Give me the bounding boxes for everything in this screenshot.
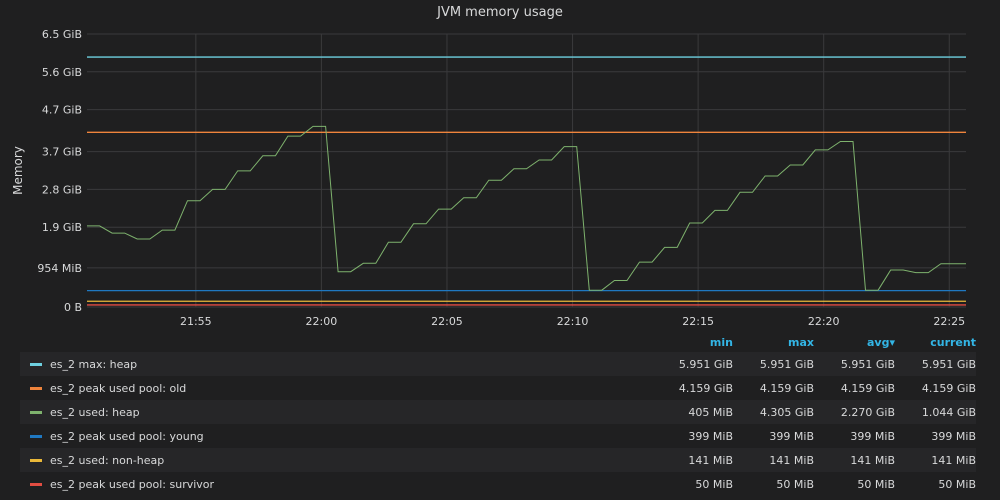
legend-series-label: es_2 peak used pool: young	[50, 429, 204, 443]
legend-series-name[interactable]: es_2 peak used pool: young	[20, 430, 652, 443]
legend-series-name[interactable]: es_2 peak used pool: survivor	[20, 478, 652, 491]
x-tick-label: 22:25	[933, 315, 965, 328]
legend-row[interactable]: es_2 peak used pool: young 399 MiB 399 MiB…	[20, 424, 976, 448]
legend-min-value: 399 MiB	[688, 429, 733, 443]
legend-max-value: 50 MiB	[776, 477, 814, 491]
legend-row[interactable]: es_2 used: heap 405 MiB 4.305 GiB 2.270 GiB…	[20, 400, 976, 424]
legend-row[interactable]: es_2 max: heap 5.951 GiB 5.951 GiB 5.951 Gi…	[20, 352, 976, 376]
legend-series-name[interactable]: es_2 max: heap	[20, 358, 652, 371]
legend-series-label: es_2 peak used pool: old	[50, 381, 187, 395]
legend-min-value: 5.951 GiB	[678, 357, 733, 371]
y-tick-label: 4.7 GiB	[42, 104, 82, 117]
legend-header-current[interactable]: current	[930, 335, 976, 349]
legend-series-name[interactable]: es_2 used: heap	[20, 406, 652, 419]
series-color-swatch[interactable]	[30, 386, 42, 390]
legend-header-max[interactable]: max	[788, 335, 814, 349]
legend-table: min max avg▾ current es_2 max: heap 5.951…	[20, 332, 976, 496]
legend-max-value: 4.305 GiB	[759, 405, 814, 419]
y-tick-label: 1.9 GiB	[42, 221, 82, 234]
chart-title: JVM memory usage	[437, 5, 563, 20]
series-color-swatch[interactable]	[30, 434, 42, 438]
legend-header-avg[interactable]: avg▾	[867, 335, 895, 349]
legend-series-label: es_2 peak used pool: survivor	[50, 477, 215, 491]
legend-avg-value: 2.270 GiB	[840, 405, 895, 419]
legend-series-name[interactable]: es_2 peak used pool: old	[20, 382, 652, 395]
x-tick-label: 22:00	[306, 315, 338, 328]
y-tick-label: 2.8 GiB	[42, 183, 82, 196]
legend-avg-value: 141 MiB	[850, 453, 895, 467]
series-color-swatch[interactable]	[30, 410, 42, 414]
legend-avg-value: 399 MiB	[850, 429, 895, 443]
legend-current-value: 1.044 GiB	[921, 405, 976, 419]
legend-min-value: 4.159 GiB	[678, 381, 733, 395]
legend-current-value: 4.159 GiB	[921, 381, 976, 395]
legend-avg-value: 50 MiB	[857, 477, 895, 491]
legend-max-value: 399 MiB	[769, 429, 814, 443]
x-tick-label: 22:15	[682, 315, 714, 328]
legend-avg-value: 5.951 GiB	[840, 357, 895, 371]
legend-row[interactable]: es_2 peak used pool: old 4.159 GiB 4.159 G…	[20, 376, 976, 400]
series-color-swatch[interactable]	[30, 362, 42, 366]
y-tick-label: 0 B	[64, 301, 82, 314]
y-tick-label: 6.5 GiB	[42, 28, 82, 41]
chart-plot[interactable]: 0 B 954 MiB 1.9 GiB 2.8 GiB 3.7 GiB 4.7 GiB 5.…	[0, 0, 1000, 330]
legend-avg-value: 4.159 GiB	[840, 381, 895, 395]
y-tick-label: 3.7 GiB	[42, 146, 82, 159]
legend-max-value: 5.951 GiB	[759, 357, 814, 371]
legend-series-name[interactable]: es_2 used: non-heap	[20, 454, 652, 467]
legend-current-value: 50 MiB	[938, 477, 976, 491]
y-tick-label: 5.6 GiB	[42, 66, 82, 79]
legend-max-value: 4.159 GiB	[759, 381, 814, 395]
legend-current-value: 5.951 GiB	[921, 357, 976, 371]
legend-rows: es_2 max: heap 5.951 GiB 5.951 GiB 5.951 Gi…	[20, 352, 976, 496]
legend-row[interactable]: es_2 peak used pool: survivor 50 MiB 50 Mi…	[20, 472, 976, 496]
legend-series-label: es_2 max: heap	[50, 357, 138, 371]
x-tick-label: 22:05	[431, 315, 463, 328]
series-color-swatch[interactable]	[30, 482, 42, 486]
legend-series-label: es_2 used: non-heap	[50, 453, 165, 467]
x-tick-label: 22:10	[557, 315, 589, 328]
legend-min-value: 50 MiB	[695, 477, 733, 491]
legend-current-value: 399 MiB	[931, 429, 976, 443]
legend-current-value: 141 MiB	[931, 453, 976, 467]
x-tick-label: 21:55	[180, 315, 212, 328]
legend-row[interactable]: es_2 used: non-heap 141 MiB 141 MiB 141 MiB…	[20, 448, 976, 472]
legend-max-value: 141 MiB	[769, 453, 814, 467]
y-tick-label: 954 MiB	[37, 262, 82, 275]
legend-header-min[interactable]: min	[709, 335, 733, 349]
y-axis-label: Memory	[11, 146, 25, 195]
legend-series-label: es_2 used: heap	[50, 405, 140, 419]
x-tick-label: 22:20	[808, 315, 840, 328]
legend-min-value: 405 MiB	[688, 405, 733, 419]
legend-header: min max avg▾ current	[20, 332, 976, 352]
series-color-swatch[interactable]	[30, 458, 42, 462]
series-line[interactable]	[87, 125, 966, 291]
legend-min-value: 141 MiB	[688, 453, 733, 467]
